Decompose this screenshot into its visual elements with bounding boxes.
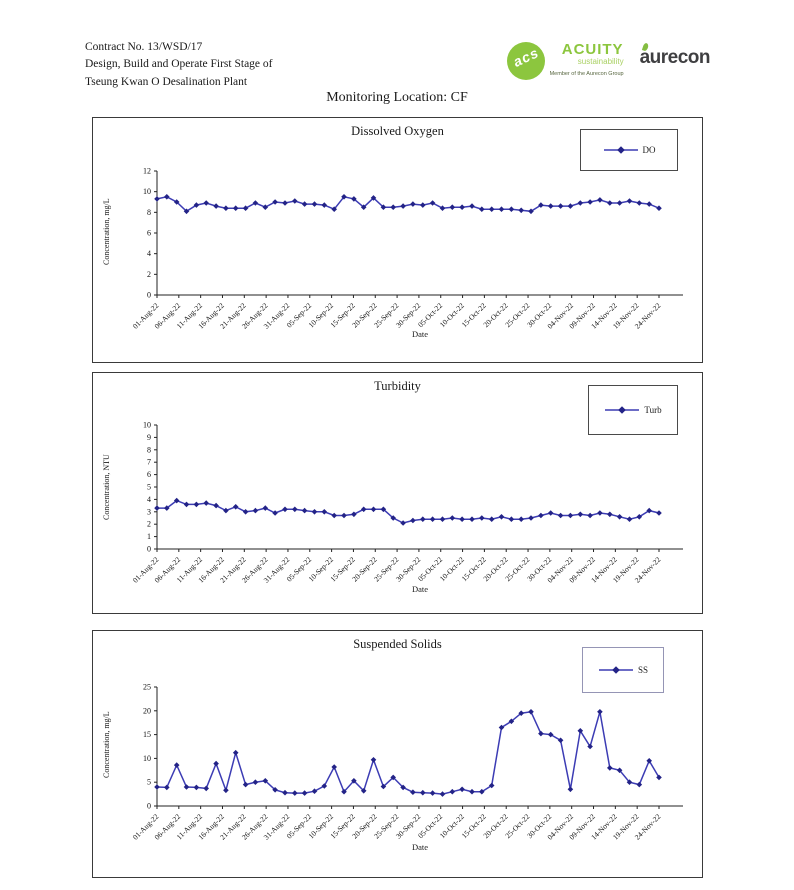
chart-turbidity: Turbidity Turb 0 1 2 3 4 5 6 7 8 9 10 01-Aug-22 06-A… bbox=[92, 372, 703, 614]
svg-text:10: 10 bbox=[143, 754, 151, 763]
svg-text:25: 25 bbox=[143, 683, 151, 692]
svg-text:0: 0 bbox=[147, 802, 151, 811]
contract-number: Contract No. 13/WSD/17 bbox=[85, 41, 203, 53]
acuity-mark-letters: acs bbox=[510, 44, 541, 70]
chart-title-dissolved-oxygen: Dissolved Oxygen bbox=[351, 124, 444, 138]
svg-text:5: 5 bbox=[147, 778, 151, 787]
legend-turb: Turb bbox=[588, 385, 678, 435]
chart-suspended-solids: Suspended Solids SS 0 5 10 15 20 25 01-Aug-22 0… bbox=[92, 630, 703, 878]
svg-text:3: 3 bbox=[147, 507, 151, 516]
svg-text:20: 20 bbox=[143, 706, 151, 715]
logos: acs ACUITY sustainability Member of the … bbox=[506, 41, 711, 80]
svg-text:0: 0 bbox=[147, 291, 151, 300]
aurecon-name: aurecon bbox=[639, 47, 711, 68]
svg-text:10: 10 bbox=[143, 187, 151, 196]
chart-title-suspended-solids: Suspended Solids bbox=[353, 637, 442, 651]
svg-text:4: 4 bbox=[147, 495, 151, 504]
svg-text:8: 8 bbox=[147, 208, 151, 217]
svg-text:15: 15 bbox=[143, 730, 151, 739]
chart-dissolved-oxygen: Dissolved Oxygen DO 0 2 4 6 8 10 12 01-Aug-22 06… bbox=[92, 117, 703, 363]
acuity-name: ACUITY bbox=[561, 41, 624, 58]
svg-text:6: 6 bbox=[147, 470, 151, 479]
x-axis-label: Date bbox=[411, 329, 429, 339]
acuity-sustainability: sustainability bbox=[577, 57, 624, 66]
svg-text:9: 9 bbox=[147, 433, 151, 442]
y-axis-label: Concentration, mg/L bbox=[102, 198, 111, 266]
svg-text:2: 2 bbox=[147, 520, 151, 529]
chart-title-turbidity: Turbidity bbox=[374, 379, 421, 393]
page-title: Monitoring Location: CF bbox=[326, 90, 468, 105]
acuity-logo: acs ACUITY sustainability Member of the … bbox=[506, 41, 624, 80]
contract-header: Contract No. 13/WSD/17 Design, Build and… bbox=[85, 39, 272, 91]
plot-suspended-solids: 051015202501-Aug-2206-Aug-2211-Aug-2216-… bbox=[131, 683, 683, 842]
svg-text:0: 0 bbox=[147, 545, 151, 554]
plot-turbidity: 01234567891001-Aug-2206-Aug-2211-Aug-221… bbox=[131, 421, 683, 585]
legend-label-ss: SS bbox=[637, 665, 648, 675]
legend-do: DO bbox=[580, 129, 678, 171]
legend-label-do: DO bbox=[642, 145, 656, 155]
svg-text:2: 2 bbox=[147, 270, 151, 279]
svg-text:5: 5 bbox=[147, 483, 151, 492]
legend-ss: SS bbox=[582, 647, 664, 693]
legend-label-turb: Turb bbox=[644, 405, 662, 415]
svg-text:10: 10 bbox=[143, 421, 151, 430]
acuity-tagline: Member of the Aurecon Group bbox=[549, 71, 624, 78]
legend-line-marker-icon bbox=[604, 405, 640, 415]
legend-line-marker-icon bbox=[598, 665, 634, 675]
svg-text:4: 4 bbox=[147, 249, 151, 258]
y-axis-label: Concentration, mg/L bbox=[102, 711, 111, 779]
svg-text:8: 8 bbox=[147, 445, 151, 454]
x-axis-label: Date bbox=[411, 842, 429, 852]
y-axis-label: Concentration, NTU bbox=[102, 454, 111, 520]
contract-description-line2: Tseung Kwan O Desalination Plant bbox=[85, 75, 248, 88]
svg-text:6: 6 bbox=[147, 229, 151, 238]
svg-text:12: 12 bbox=[143, 167, 151, 176]
plot-dissolved-oxygen: 02468101201-Aug-2206-Aug-2211-Aug-2216-A… bbox=[131, 167, 683, 331]
legend-line-marker-icon bbox=[603, 145, 639, 155]
acuity-mark-icon: acs bbox=[506, 42, 545, 80]
x-axis-label: Date bbox=[411, 584, 429, 594]
svg-text:7: 7 bbox=[147, 458, 151, 467]
svg-text:1: 1 bbox=[147, 532, 151, 541]
aurecon-logo: aurecon bbox=[639, 42, 711, 68]
contract-description-line1: Design, Build and Operate First Stage of bbox=[85, 58, 273, 71]
